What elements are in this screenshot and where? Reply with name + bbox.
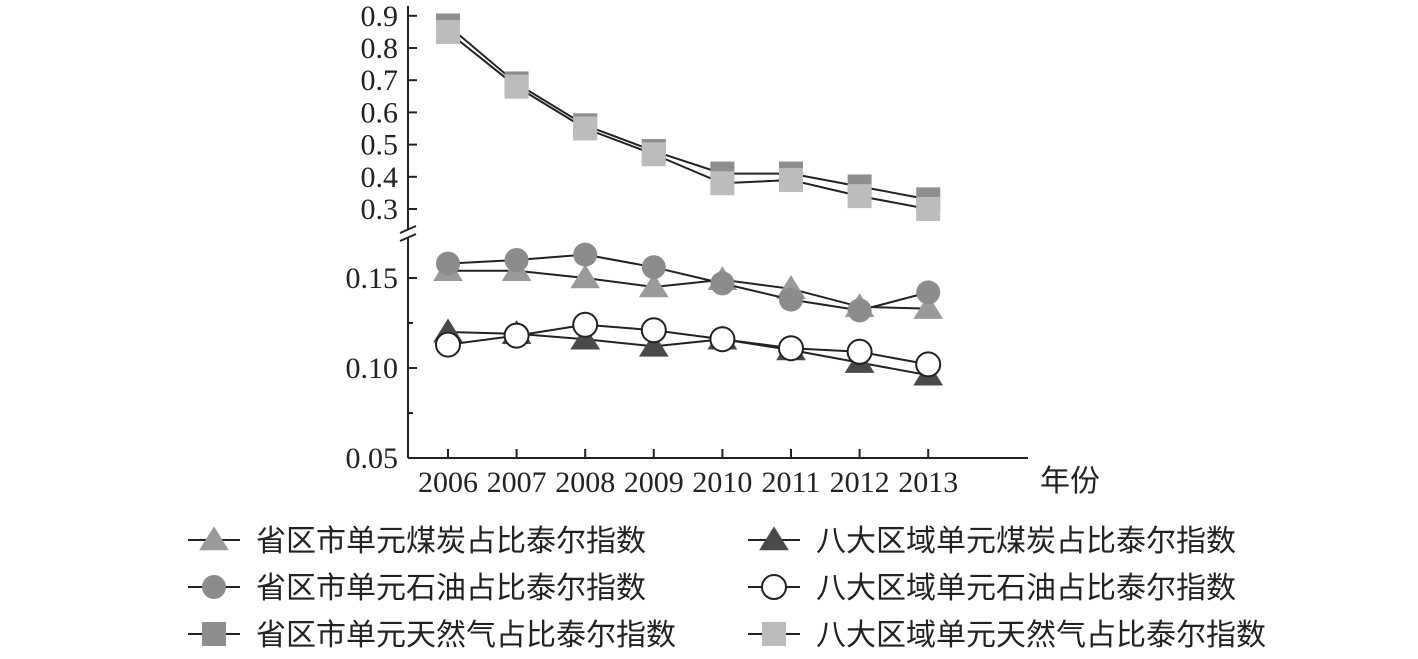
x-tick-labels: 2006 2007 2008 2009 2010 2011 2012 2013 [418, 449, 958, 499]
y-tick-label: 0.3 [361, 193, 399, 226]
legend: 省区市单元煤炭占比泰尔指数 八大区域单元煤炭占比泰尔指数省区市单元石油占比泰尔指数… [188, 524, 1266, 653]
legend-marker [761, 574, 787, 600]
y-tick-label: 0.4 [361, 161, 399, 194]
data-point [847, 184, 872, 209]
legend-item: 八大区域单元天然气占比泰尔指数 [748, 618, 1266, 653]
legend-label: 省区市单元石油占比泰尔指数 [256, 571, 646, 606]
legend-item: 省区市单元天然气占比泰尔指数 [188, 618, 676, 653]
legend-marker [759, 526, 789, 551]
legend-marker [762, 622, 786, 646]
y-tick-label: 0.8 [361, 32, 399, 65]
legend-label: 八大区域单元煤炭占比泰尔指数 [816, 524, 1236, 559]
data-point [573, 242, 598, 267]
axis-break-mark [399, 233, 417, 242]
data-point [915, 351, 942, 378]
data-point [640, 317, 667, 344]
data-point [778, 335, 804, 362]
y-tick-labels: 0.05 0.10 0.15 0.30.40.50.60.70.80.9 [346, 0, 417, 475]
legend-marker [202, 622, 226, 646]
data-point [779, 168, 803, 193]
series-3 [436, 242, 941, 323]
series-4 [435, 311, 942, 378]
data-point [779, 287, 803, 312]
legend-item: 八大区域单元煤炭占比泰尔指数 [748, 524, 1236, 559]
x-tick-label: 2013 [898, 466, 958, 499]
data-point [638, 332, 669, 357]
data-point [641, 142, 666, 167]
legend-label: 省区市单元天然气占比泰尔指数 [256, 618, 676, 653]
y-tick-label: 0.5 [361, 129, 399, 162]
legend-item: 省区市单元石油占比泰尔指数 [188, 571, 646, 606]
y-tick-label: 0.6 [361, 96, 399, 129]
x-unit-label: 年份 [1040, 464, 1100, 499]
series-6 [436, 19, 941, 221]
data-point [572, 311, 599, 338]
data-point [504, 248, 529, 272]
series-layer [433, 13, 944, 386]
x-tick-label: 2011 [762, 466, 821, 499]
data-point [503, 322, 530, 349]
data-point [916, 197, 941, 221]
data-point [436, 19, 460, 44]
data-point [913, 294, 944, 319]
y-tick-label: 0.10 [346, 352, 399, 385]
legend-marker [202, 575, 226, 599]
y-tick-label: 0.7 [361, 64, 399, 97]
data-point [436, 251, 460, 276]
legend-marker [199, 526, 229, 551]
data-point [638, 273, 669, 298]
x-tick-label: 2012 [830, 466, 890, 499]
data-point [710, 171, 735, 196]
legend-item: 八大区域单元石油占比泰尔指数 [748, 571, 1236, 606]
series-5 [436, 13, 941, 212]
legend-label: 八大区域单元石油占比泰尔指数 [816, 571, 1236, 606]
data-point [641, 255, 666, 280]
legend-label: 省区市单元煤炭占比泰尔指数 [256, 524, 646, 559]
data-point [570, 264, 601, 289]
data-point [710, 271, 735, 296]
data-point [573, 116, 598, 141]
legend-label: 八大区域单元天然气占比泰尔指数 [816, 618, 1266, 653]
y-tick-label: 0.9 [361, 0, 399, 33]
data-point [709, 326, 736, 353]
x-tick-label: 2007 [487, 466, 547, 499]
x-tick-label: 2010 [692, 466, 752, 499]
y-tick-label: 0.15 [346, 262, 399, 295]
data-point [847, 298, 872, 323]
legend-item: 省区市单元煤炭占比泰尔指数 [188, 524, 646, 559]
series-line [447, 24, 929, 201]
data-point [846, 338, 873, 365]
x-tick-label: 2009 [624, 466, 684, 499]
data-point [916, 280, 941, 305]
axis-break-mark [399, 225, 417, 234]
data-point [435, 331, 461, 358]
series-line [448, 269, 929, 310]
y-tick-label: 0.05 [346, 442, 399, 475]
x-tick-label: 2008 [555, 466, 615, 499]
axes [399, 6, 1028, 459]
x-tick-label: 2006 [418, 466, 478, 499]
data-point [504, 74, 529, 99]
